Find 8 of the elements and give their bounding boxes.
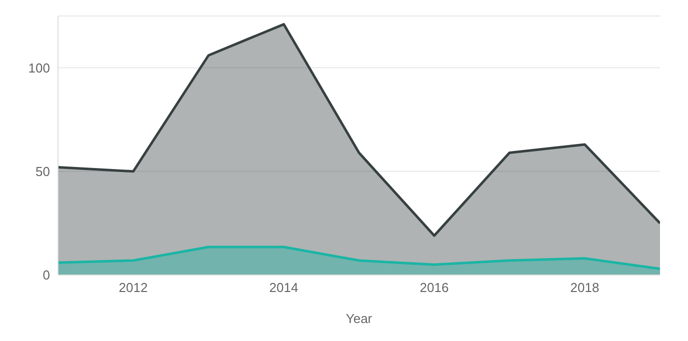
y-tick-label: 0 [42, 268, 50, 283]
y-tick-label: 100 [28, 60, 50, 76]
x-axis-title: Year [346, 311, 373, 326]
x-tick-label: 2012 [118, 280, 148, 296]
x-tick-label: 2014 [269, 280, 298, 296]
y-tick-label: 50 [36, 164, 50, 180]
x-tick-label: 2018 [570, 280, 600, 296]
x-tick-label: 2016 [420, 280, 449, 296]
